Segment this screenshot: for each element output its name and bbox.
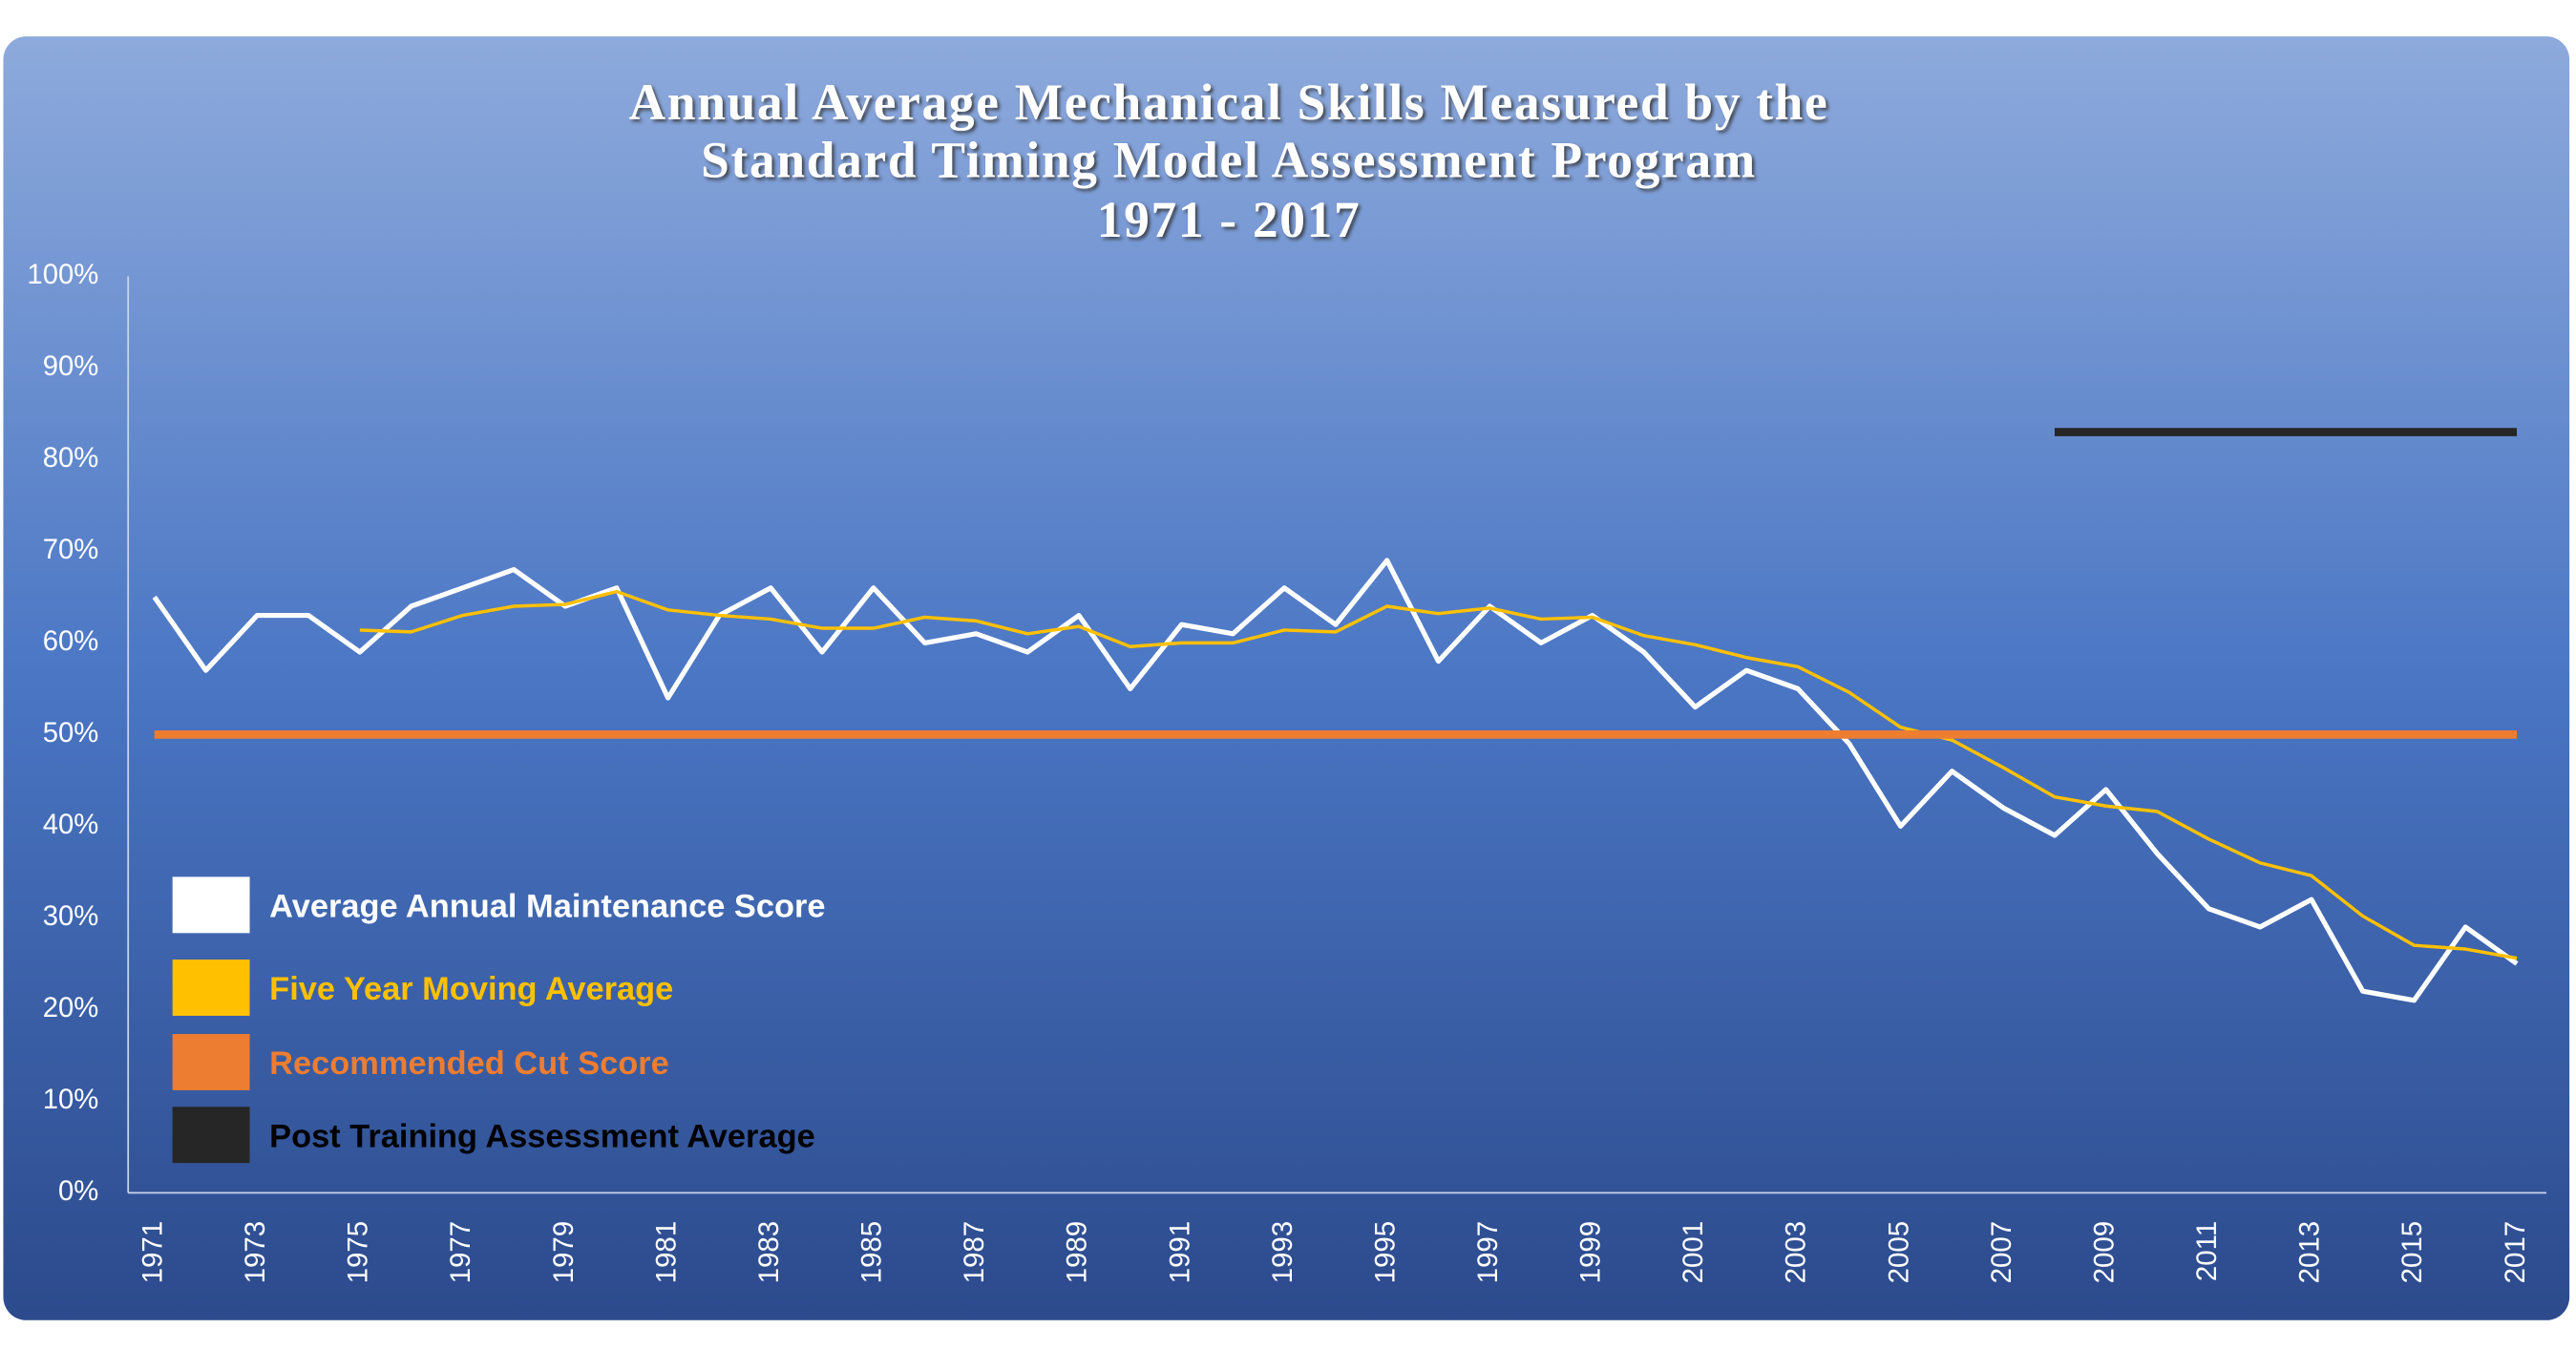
x-tick-label: 1993 — [1267, 1221, 1299, 1284]
x-tick-label: 1983 — [753, 1221, 785, 1284]
y-tick-label: 10% — [43, 1084, 99, 1115]
y-tick-label: 40% — [43, 809, 99, 840]
x-tick-label: 2003 — [1781, 1221, 1812, 1284]
legend-swatch — [172, 1034, 250, 1090]
x-tick-label: 1999 — [1575, 1221, 1607, 1284]
x-tick-label: 2013 — [2294, 1221, 2326, 1284]
series-line — [359, 589, 2518, 960]
x-tick-label: 1981 — [650, 1221, 682, 1284]
y-tick-label: 0% — [58, 1175, 98, 1207]
legend-label: Average Annual Maintenance Score — [269, 888, 825, 924]
x-tick-label: 1973 — [240, 1221, 271, 1284]
y-tick-label: 60% — [43, 625, 99, 657]
x-tick-label: 1987 — [959, 1221, 990, 1284]
x-tick-label: 2007 — [1986, 1221, 2017, 1284]
series-line — [152, 558, 2519, 1003]
chart-title: Annual Average Mechanical Skills Measure… — [629, 74, 1829, 131]
legend-label: Recommended Cut Score — [269, 1045, 669, 1082]
y-tick-label: 70% — [43, 534, 99, 565]
x-tick-label: 1991 — [1164, 1221, 1195, 1284]
y-tick-label: 20% — [43, 992, 99, 1023]
x-tick-label: 1997 — [1472, 1221, 1504, 1284]
x-tick-label: 2015 — [2397, 1221, 2428, 1284]
y-tick-label: 30% — [43, 900, 99, 932]
y-tick-label: 100% — [27, 259, 98, 290]
x-tick-label: 1985 — [856, 1221, 888, 1284]
chart-background — [3, 36, 2570, 1320]
y-tick-label: 90% — [43, 350, 99, 382]
y-tick-label: 50% — [43, 717, 99, 749]
y-tick-label: 80% — [43, 442, 99, 474]
x-tick-label: 2005 — [1883, 1221, 1914, 1284]
chart-title: 1971 - 2017 — [1097, 191, 1362, 248]
x-tick-label: 2009 — [2089, 1221, 2121, 1284]
x-tick-label: 1979 — [548, 1221, 580, 1284]
x-tick-label: 1971 — [137, 1221, 169, 1284]
x-tick-label: 1977 — [445, 1221, 476, 1284]
x-tick-label: 1995 — [1370, 1221, 1402, 1284]
x-tick-label: 1975 — [343, 1221, 374, 1284]
x-tick-label: 2001 — [1678, 1221, 1709, 1284]
legend-swatch — [172, 1107, 250, 1164]
legend-label: Five Year Moving Average — [269, 971, 673, 1007]
legend-swatch — [172, 960, 250, 1016]
legend-swatch — [172, 876, 250, 934]
x-tick-label: 2017 — [2500, 1221, 2531, 1284]
legend-label: Post Training Assessment Average — [269, 1118, 815, 1154]
chart-title: Standard Timing Model Assessment Program — [701, 131, 1757, 188]
x-tick-label: 2011 — [2191, 1221, 2223, 1281]
x-tick-label: 1989 — [1062, 1221, 1093, 1284]
